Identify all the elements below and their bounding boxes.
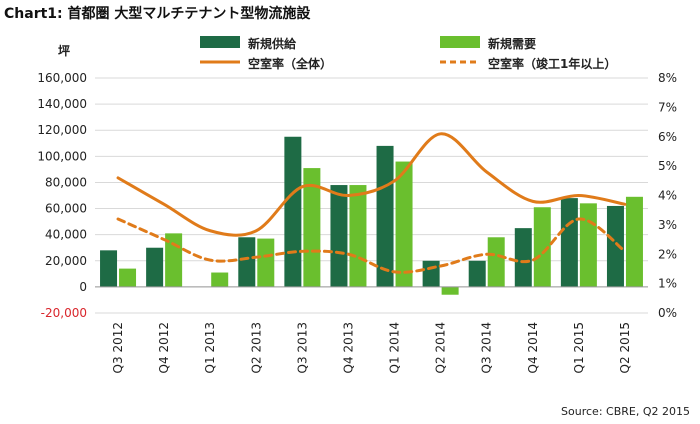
category-label: Q1 2013 <box>203 322 217 373</box>
bar <box>330 185 348 287</box>
left-tick-label: 0 <box>79 280 87 294</box>
bar <box>238 237 256 287</box>
bar <box>119 268 137 287</box>
bar <box>606 205 624 287</box>
chart-title: Chart1: 首都圏 大型マルチテナント型物流施設 <box>4 6 311 22</box>
bar <box>625 196 643 287</box>
right-tick-label: 3% <box>658 218 677 232</box>
left-tick-label: 120,000 <box>37 123 87 137</box>
legend-label: 新規供給 <box>248 36 297 51</box>
left-tick-label: -20,000 <box>41 306 87 320</box>
left-tick-label: 60,000 <box>45 202 87 216</box>
category-label: Q1 2014 <box>388 322 402 373</box>
category-label: Q4 2014 <box>526 322 540 373</box>
bar <box>211 272 229 287</box>
right-tick-label: 8% <box>658 71 677 85</box>
bar <box>560 198 578 287</box>
series-line <box>116 132 627 237</box>
category-label: Q3 2013 <box>295 322 309 373</box>
bar <box>146 247 164 287</box>
category-label: Q2 2015 <box>618 322 632 373</box>
category-label: Q3 2012 <box>111 322 125 373</box>
legend-label: 空室率（竣工1年以上） <box>488 56 616 71</box>
right-tick-label: 1% <box>658 277 677 291</box>
left-tick-label: 140,000 <box>37 97 87 111</box>
left-tick-label: 100,000 <box>37 149 87 163</box>
right-tick-label: 2% <box>658 247 677 261</box>
bar <box>100 250 118 287</box>
source-note: Source: CBRE, Q2 2015 <box>561 405 690 418</box>
bar <box>468 260 486 287</box>
legend-label: 空室率（全体） <box>248 56 332 71</box>
bar <box>422 260 440 287</box>
legend-swatch <box>200 36 240 48</box>
lines <box>116 132 627 274</box>
bars <box>100 136 643 295</box>
right-tick-label: 7% <box>658 100 677 114</box>
axes: -20,000 0 20,000 40,000 60,000 80,000 100,000 1… <box>37 44 677 373</box>
bar <box>579 203 597 287</box>
category-label: Q4 2012 <box>157 322 171 373</box>
series-line <box>116 217 627 274</box>
bar <box>376 145 394 287</box>
left-axis-unit: 坪 <box>58 44 70 58</box>
right-tick-label: 5% <box>658 159 677 173</box>
bar <box>395 161 413 287</box>
bar <box>284 136 302 287</box>
bar <box>533 207 551 287</box>
category-label: Q4 2013 <box>341 322 355 373</box>
category-label: Q2 2013 <box>249 322 263 373</box>
bar <box>487 237 505 287</box>
right-tick-label: 0% <box>658 306 677 320</box>
right-tick-label: 4% <box>658 189 677 203</box>
category-label: Q1 2015 <box>572 322 586 373</box>
category-label: Q3 2014 <box>480 322 494 373</box>
bar <box>303 168 321 287</box>
left-tick-label: 160,000 <box>37 71 87 85</box>
legend-swatch <box>440 36 480 48</box>
bar <box>349 185 367 287</box>
left-tick-label: 40,000 <box>45 228 87 242</box>
gridlines <box>95 77 648 314</box>
right-tick-label: 6% <box>658 130 677 144</box>
left-tick-label: 80,000 <box>45 175 87 189</box>
bar <box>257 238 275 287</box>
legend-label: 新規需要 <box>488 36 536 51</box>
left-tick-label: 20,000 <box>45 254 87 268</box>
bar <box>514 228 532 287</box>
bar <box>441 286 459 295</box>
category-label: Q2 2014 <box>434 322 448 373</box>
